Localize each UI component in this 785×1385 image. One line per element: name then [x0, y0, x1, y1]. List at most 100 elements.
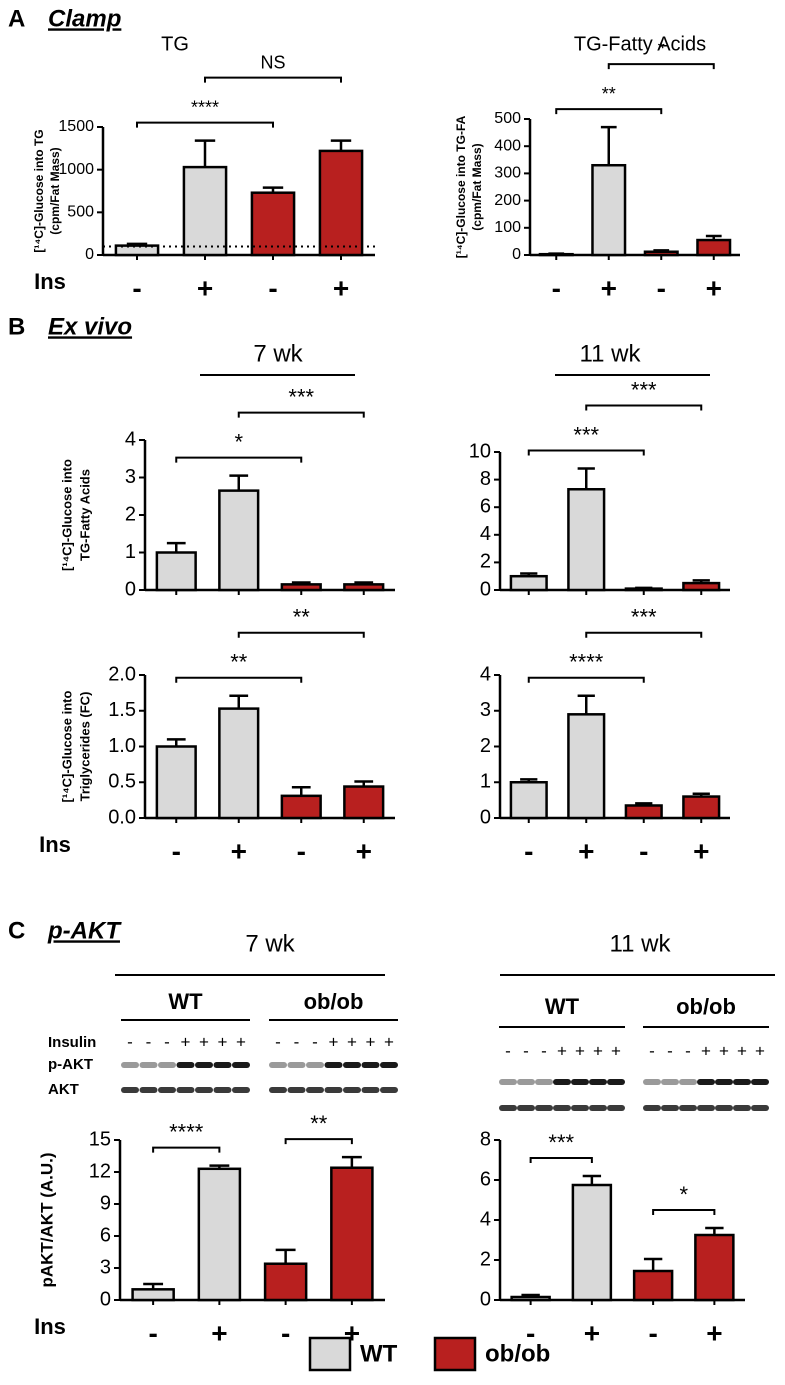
y-tick-label: 0	[480, 806, 491, 828]
lane-sign: +	[199, 1032, 209, 1051]
y-tick-label: 0	[125, 578, 136, 600]
blot-band	[343, 1062, 361, 1068]
blot-band	[589, 1079, 607, 1085]
y-tick-label: 400	[494, 137, 521, 154]
blot-band	[343, 1087, 361, 1093]
lane-sign: +	[557, 1041, 567, 1060]
significance-bracket	[555, 108, 663, 115]
panel-letter: A	[8, 5, 25, 32]
bar	[509, 574, 548, 592]
blot-band	[499, 1105, 517, 1111]
y-tick-label: 500	[494, 110, 521, 127]
lane-sign: +	[366, 1032, 376, 1051]
lane-sign: -	[523, 1041, 529, 1060]
y-tick-label: 0.0	[108, 806, 136, 828]
significance-label: *	[234, 429, 243, 454]
blot-band	[607, 1079, 625, 1085]
bar	[330, 1166, 374, 1302]
lane-sign: +	[347, 1032, 357, 1051]
x-tick-label: +	[584, 1317, 600, 1348]
blot-band	[751, 1105, 769, 1111]
chart-heading: 11 wk	[610, 930, 672, 957]
bar	[567, 488, 606, 592]
significance-label: **	[293, 605, 311, 630]
y-tick-label: 12	[89, 1160, 111, 1182]
significance-bracket	[607, 63, 715, 70]
x-tick-label: +	[197, 272, 213, 303]
y-tick-label: 0	[480, 578, 491, 600]
blot-band	[324, 1062, 343, 1068]
x-tick-label: +	[706, 1317, 722, 1348]
panel-title: p-AKT	[47, 917, 122, 944]
lane-sign: +	[181, 1032, 191, 1051]
x-tick-label: -	[648, 1317, 657, 1348]
lane-sign: -	[667, 1041, 673, 1060]
bar	[343, 583, 385, 592]
y-tick-label: 200	[494, 192, 521, 209]
y-tick-label: 1500	[58, 118, 94, 135]
x-tick-label: -	[297, 835, 306, 866]
bar	[571, 1183, 613, 1302]
bar	[538, 252, 574, 257]
bar	[624, 587, 663, 592]
blot-band	[643, 1079, 661, 1085]
x-tick-label: -	[524, 835, 533, 866]
bar	[696, 238, 732, 257]
y-tick-label: 0.5	[108, 771, 136, 793]
x-tick-label: -	[148, 1317, 157, 1348]
significance-bracket	[204, 76, 342, 83]
x-tick-label: +	[601, 272, 617, 303]
x-tick-label: +	[231, 835, 247, 866]
y-tick-label: 15	[89, 1128, 111, 1150]
chart-title: TG-Fatty Acids	[574, 33, 706, 55]
bar	[197, 1167, 242, 1302]
blot-band	[121, 1062, 139, 1068]
y-tick-label: 3	[125, 466, 136, 488]
blot-band	[679, 1079, 697, 1085]
bar	[682, 581, 721, 592]
blot-band	[232, 1087, 250, 1093]
blot-band	[661, 1105, 679, 1111]
x-tick-label: -	[268, 272, 277, 303]
bar	[343, 785, 385, 820]
lane-sign: -	[294, 1032, 300, 1051]
x-tick-label: -	[132, 272, 141, 303]
bar	[632, 1269, 674, 1302]
blot-band	[733, 1079, 751, 1085]
blot-band	[195, 1062, 213, 1068]
lane-sign: +	[755, 1041, 765, 1060]
blot-band	[517, 1079, 535, 1085]
blot-band	[607, 1105, 625, 1111]
blot-band	[553, 1105, 571, 1111]
significance-label: ***	[573, 422, 599, 447]
group-label: WT	[545, 994, 580, 1019]
significance-bracket	[152, 1146, 221, 1153]
lane-sign: +	[575, 1041, 585, 1060]
legend-label: ob/ob	[485, 1340, 550, 1367]
blot-band	[380, 1087, 398, 1093]
y-tick-label: 0	[85, 246, 94, 263]
y-tick-label: 4	[125, 428, 136, 450]
y-axis-label: [¹⁴C]-Glucose into TG	[32, 129, 46, 252]
blot-band	[139, 1087, 158, 1093]
blot-band	[269, 1087, 287, 1093]
bar	[182, 165, 228, 257]
bar	[318, 149, 364, 257]
significance-label: ***	[288, 384, 314, 409]
blot-band	[213, 1062, 232, 1068]
blot-band	[176, 1062, 195, 1068]
y-tick-label: 4	[480, 1208, 491, 1230]
blot-band	[697, 1079, 715, 1085]
bar	[263, 1262, 308, 1302]
y-tick-label: 6	[100, 1224, 111, 1246]
blot-band	[697, 1105, 715, 1111]
y-tick-label: 0	[480, 1288, 491, 1310]
blot-band	[287, 1087, 306, 1093]
blot-band	[213, 1087, 232, 1093]
lane-sign: -	[312, 1032, 318, 1051]
significance-bracket	[529, 1157, 593, 1163]
bar	[280, 794, 322, 820]
y-axis-label: [¹⁴C]-Glucose into	[59, 459, 74, 571]
blot-band	[535, 1079, 553, 1085]
x-tick-label: +	[356, 835, 372, 866]
